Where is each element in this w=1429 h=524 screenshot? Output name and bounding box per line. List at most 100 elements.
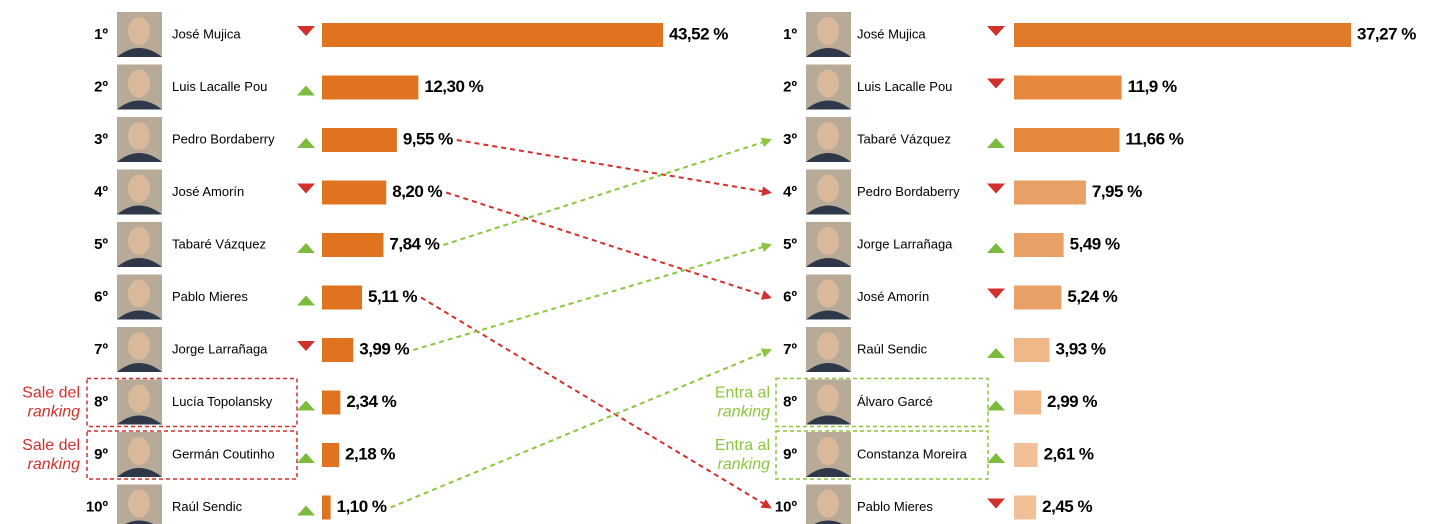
connector [420,296,772,509]
value-label: 2,99 % [1047,392,1097,411]
connector [445,191,772,300]
bar [322,285,363,310]
photo-face [817,489,839,518]
photo-face [128,384,150,413]
bar [322,338,354,362]
trend-arrow [987,26,1005,36]
annotation-emphasis: ranking [718,404,771,421]
photo-face [128,17,150,45]
rank: 5º [783,236,797,253]
connector [412,242,772,351]
photo-body [117,100,162,110]
photo-body [125,520,154,524]
bar [322,128,397,152]
photo-body [117,310,162,320]
value-label: 2,34 % [346,392,396,411]
annotation-emphasis: ranking [718,456,771,473]
annotation: Sale del [22,385,80,402]
photo-body [117,468,162,477]
bar [1014,285,1062,310]
value-label: 5,11 % [368,287,417,306]
photo-face [817,227,839,255]
value-label: 37,27 % [1357,24,1416,43]
photo-body [806,363,851,372]
annotation-box [86,377,298,428]
name: Tabaré Vázquez [857,131,951,146]
photo-body [806,468,851,477]
trend-arrow [297,26,315,36]
annotation-emphasis: ranking [28,404,81,421]
name: José Amorín [172,184,244,199]
rank: 8º [783,393,797,410]
annotation: Entra al [715,437,770,454]
bar [322,23,663,47]
value-label: 9,55 % [403,129,453,148]
bar [1014,128,1120,152]
trend-arrow [987,498,1005,509]
value-label: 2,18 % [345,444,395,463]
bar [1014,443,1038,467]
photo-face [128,437,150,465]
bar [322,233,384,257]
trend-arrow [297,85,315,96]
bar [322,75,419,100]
trend-arrow [297,341,315,351]
photo-face [128,489,150,518]
name: José Mujica [172,26,241,41]
arrows [390,137,772,509]
annotation-box [775,377,989,428]
trend-arrow [297,400,315,411]
name: José Mujica [857,26,926,41]
trend-arrow [297,243,315,253]
photo-body [814,520,843,524]
name: Tabaré Vázquez [172,236,266,251]
bar [322,390,341,415]
name: Raúl Sendic [857,341,928,356]
photo-face [817,384,839,413]
rank: 2º [783,78,797,95]
rank: 9º [94,446,108,463]
bar [1014,180,1086,205]
rank: 9º [783,446,797,463]
rank: 6º [783,288,797,305]
value-label: 7,84 % [389,234,439,253]
value-label: 3,93 % [1056,339,1106,358]
photo-body [806,310,851,320]
photo-face [128,69,150,98]
rank: 3º [94,131,108,148]
annotation-box [775,430,989,480]
photo-face [128,227,150,255]
rank: 4º [783,183,797,200]
rank: 4º [94,183,108,200]
trend-arrow [987,138,1005,148]
name: Jorge Larrañaga [857,236,953,251]
trend-arrow [297,453,315,463]
photo-face [128,122,150,150]
photo-face [817,332,839,360]
rank: 1º [94,26,108,43]
trend-arrow [297,505,315,516]
name: Álvaro Garcé [857,394,933,409]
rank: 5º [94,236,108,253]
trend-arrow [987,288,1005,299]
trend-arrow [297,183,315,194]
photo-face [817,437,839,465]
name: José Amorín [857,289,929,304]
trend-arrow [987,243,1005,253]
rank: 1º [783,26,797,43]
value-label: 1,10 % [337,497,387,516]
bar [322,495,331,520]
rank: 7º [783,341,797,358]
annotation: Sale del [22,437,80,454]
photo-face [817,17,839,45]
photo-body [117,415,162,425]
photo-face [128,279,150,308]
photo-face [817,122,839,150]
trend-arrow [987,183,1005,194]
connector [390,348,772,509]
name: Pedro Bordaberry [172,131,275,146]
trend-arrow [297,295,315,306]
annotation-box [86,430,298,480]
value-label: 2,61 % [1044,444,1094,463]
bar [322,180,387,205]
